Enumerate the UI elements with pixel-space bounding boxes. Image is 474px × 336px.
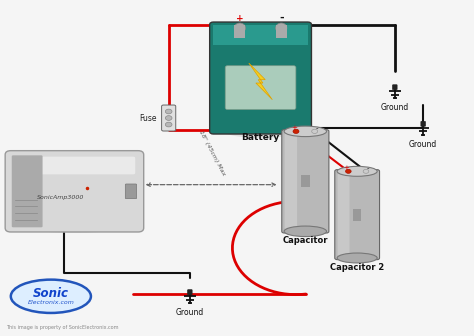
FancyBboxPatch shape [5,151,144,232]
FancyBboxPatch shape [234,25,246,38]
Circle shape [165,116,172,120]
Polygon shape [249,63,273,100]
Circle shape [165,109,172,114]
FancyBboxPatch shape [282,130,329,233]
Ellipse shape [218,118,303,138]
Text: -: - [279,13,283,23]
FancyBboxPatch shape [125,184,137,199]
Text: SonicAmp3000: SonicAmp3000 [36,196,84,201]
Text: Battery: Battery [241,133,280,142]
Circle shape [165,122,172,127]
Text: Sonic: Sonic [33,287,69,300]
Text: Ground: Ground [409,140,437,149]
Ellipse shape [284,226,327,237]
Text: 18" (45cm) Max: 18" (45cm) Max [198,130,226,176]
FancyBboxPatch shape [276,25,287,38]
FancyBboxPatch shape [284,134,297,228]
FancyBboxPatch shape [392,85,397,90]
FancyBboxPatch shape [213,25,308,45]
Ellipse shape [337,166,377,176]
FancyBboxPatch shape [421,121,425,126]
Text: Capacitor: Capacitor [283,236,328,245]
Text: -: - [367,165,369,171]
FancyBboxPatch shape [12,155,43,227]
Circle shape [312,129,318,133]
FancyBboxPatch shape [210,22,311,134]
Ellipse shape [20,216,128,233]
FancyBboxPatch shape [337,174,349,255]
Circle shape [293,129,299,133]
Text: +: + [236,14,244,23]
Text: +: + [343,165,349,171]
Circle shape [346,169,351,173]
Ellipse shape [337,253,377,263]
FancyBboxPatch shape [162,105,176,131]
Ellipse shape [284,126,327,137]
FancyBboxPatch shape [335,170,380,260]
Text: -: - [316,125,318,131]
Ellipse shape [276,23,287,33]
Text: Capacitor 2: Capacitor 2 [330,263,384,272]
FancyBboxPatch shape [225,66,296,110]
Text: This image is property of SonicElectronix.com: This image is property of SonicElectroni… [6,325,118,330]
Circle shape [363,169,369,173]
Ellipse shape [11,280,91,313]
Text: Ground: Ground [381,103,409,112]
FancyBboxPatch shape [301,175,310,187]
FancyBboxPatch shape [14,157,135,174]
Text: Electronix.com: Electronix.com [27,300,74,305]
FancyBboxPatch shape [188,290,192,295]
FancyBboxPatch shape [353,209,361,221]
Text: Ground: Ground [176,308,204,317]
Text: Fuse: Fuse [139,114,156,123]
Text: +: + [291,125,297,131]
Ellipse shape [234,23,246,33]
